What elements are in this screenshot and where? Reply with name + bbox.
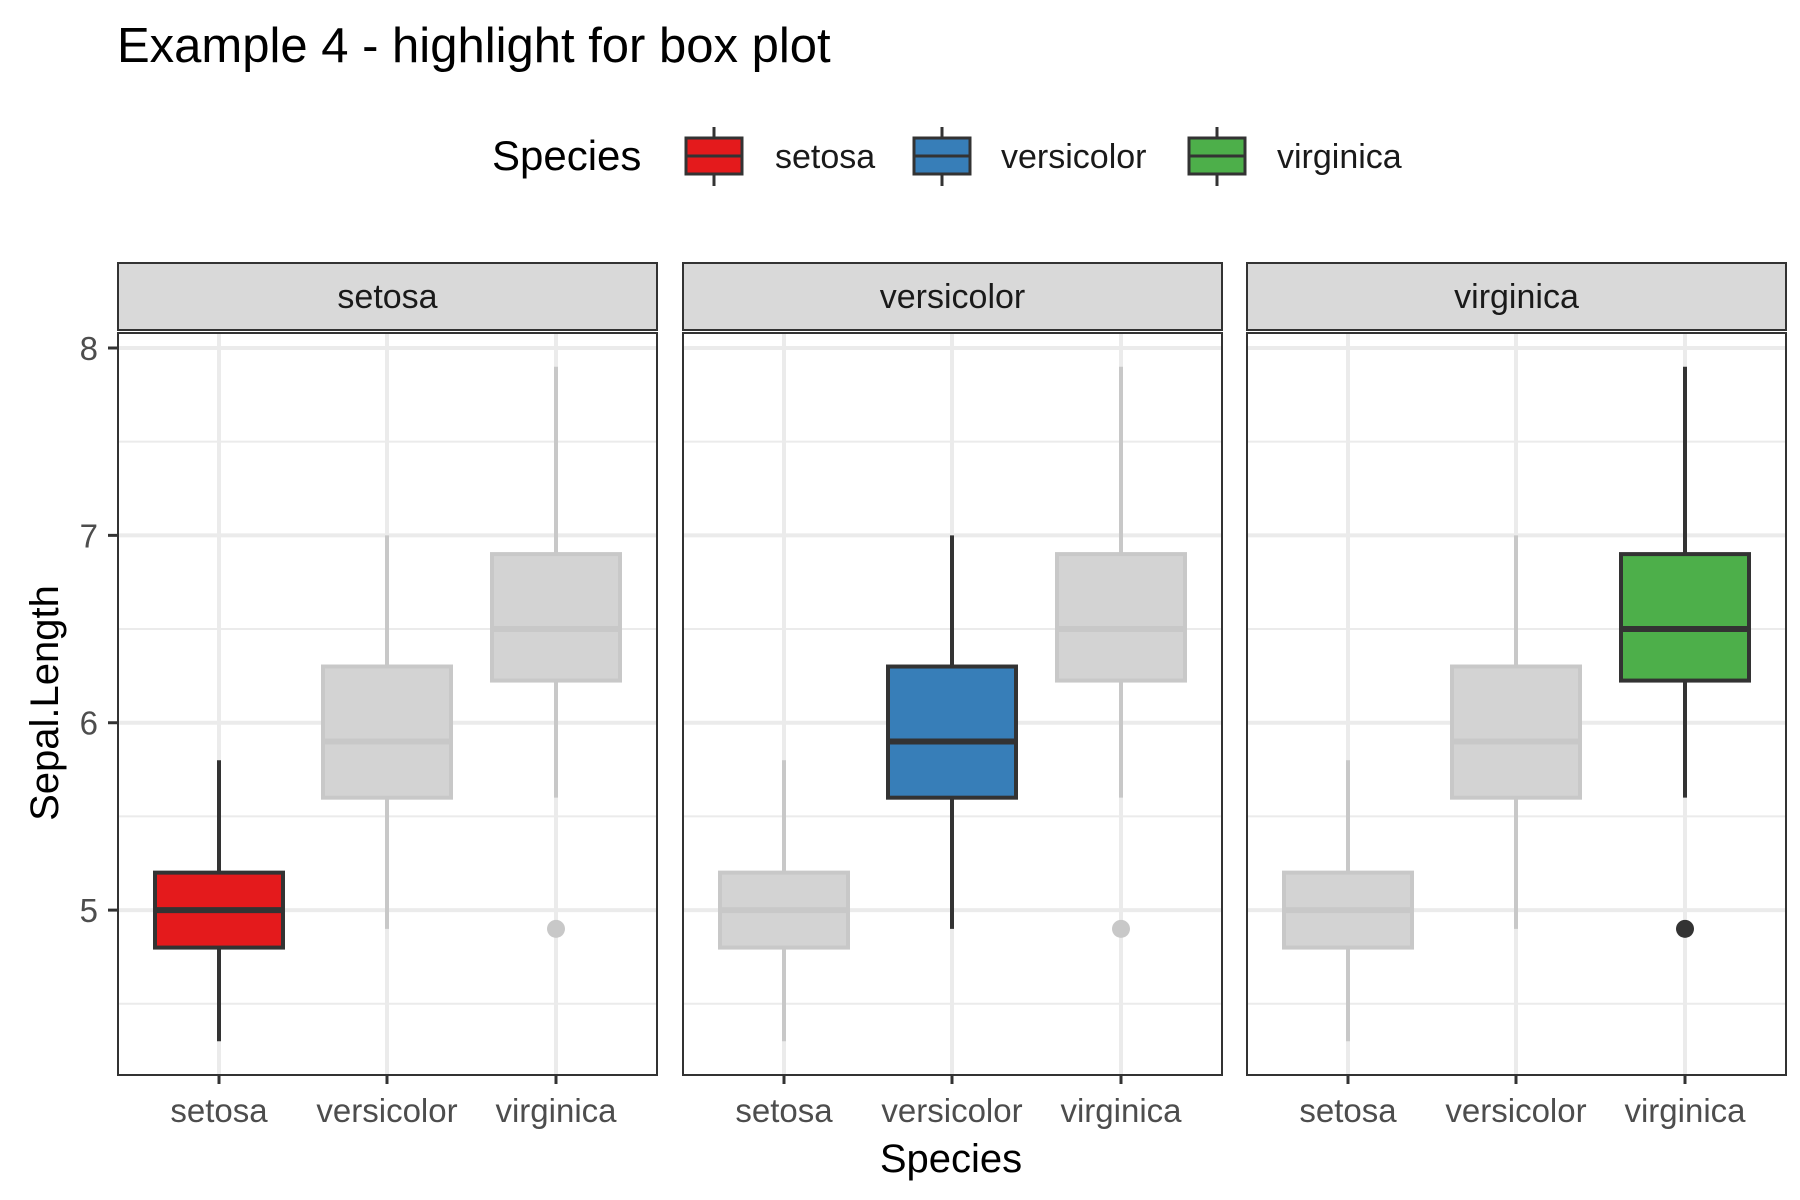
panel-setosa: setosa setosa versicolor virginica [117,262,658,1129]
outlier-point [547,919,565,938]
box-setosa [1282,760,1414,1042]
y-tick-label: 5 [80,892,98,929]
facet-strip-label: versicolor [880,278,1025,316]
box-setosa [153,760,285,1042]
legend: Species setosa versicolor virginica [492,127,1402,186]
legend-key-setosa [684,127,744,186]
outlier-point [1112,919,1130,938]
y-tick-label: 8 [80,330,98,367]
x-tick-label: virginica [1624,1092,1746,1129]
y-tick-label: 7 [80,517,98,554]
legend-key-versicolor [912,127,972,186]
box-iqr [321,664,453,800]
y-tick-label: 6 [80,705,98,742]
facet-strip [682,262,1223,331]
x-tick-label: setosa [735,1092,833,1129]
legend-key-virginica [1187,127,1247,186]
box-setosa [718,760,850,1042]
x-tick-label: setosa [170,1092,268,1129]
box-iqr [1619,552,1751,683]
box-versicolor [886,535,1018,929]
facet-strip [117,262,658,331]
box-iqr [490,552,622,683]
panel-versicolor: versicolor setosa versicolor virginica [682,262,1223,1129]
facet-strip-label: virginica [1454,278,1579,316]
x-tick-label: versicolor [881,1092,1022,1129]
y-axis-title: Sepal.Length [23,585,67,821]
y-axis: 5 6 7 8 [80,330,118,929]
facet-strip [1246,262,1787,331]
panel-virginica: virginica setosa versicolor virginica [1246,262,1787,1129]
legend-label-virginica: virginica [1277,138,1402,176]
x-axis-title: Species [880,1137,1022,1181]
x-tick-label: setosa [1299,1092,1397,1129]
legend-label-versicolor: versicolor [1001,138,1146,176]
x-tick-label: virginica [495,1092,617,1129]
legend-title: Species [492,132,641,179]
outlier-point [1676,919,1694,938]
box-versicolor [321,535,453,929]
facet-strip-label: setosa [337,278,437,316]
box-versicolor [1450,535,1582,929]
box-iqr [1450,664,1582,800]
box-virginica [1619,366,1751,938]
box-iqr [1055,552,1187,683]
legend-label-setosa: setosa [775,138,875,176]
box-virginica [490,366,622,938]
x-tick-label: versicolor [1445,1092,1586,1129]
x-tick-label: virginica [1060,1092,1182,1129]
chart-title: Example 4 - highlight for box plot [117,19,831,73]
x-tick-label: versicolor [316,1092,457,1129]
box-iqr [886,664,1018,800]
box-virginica [1055,366,1187,938]
